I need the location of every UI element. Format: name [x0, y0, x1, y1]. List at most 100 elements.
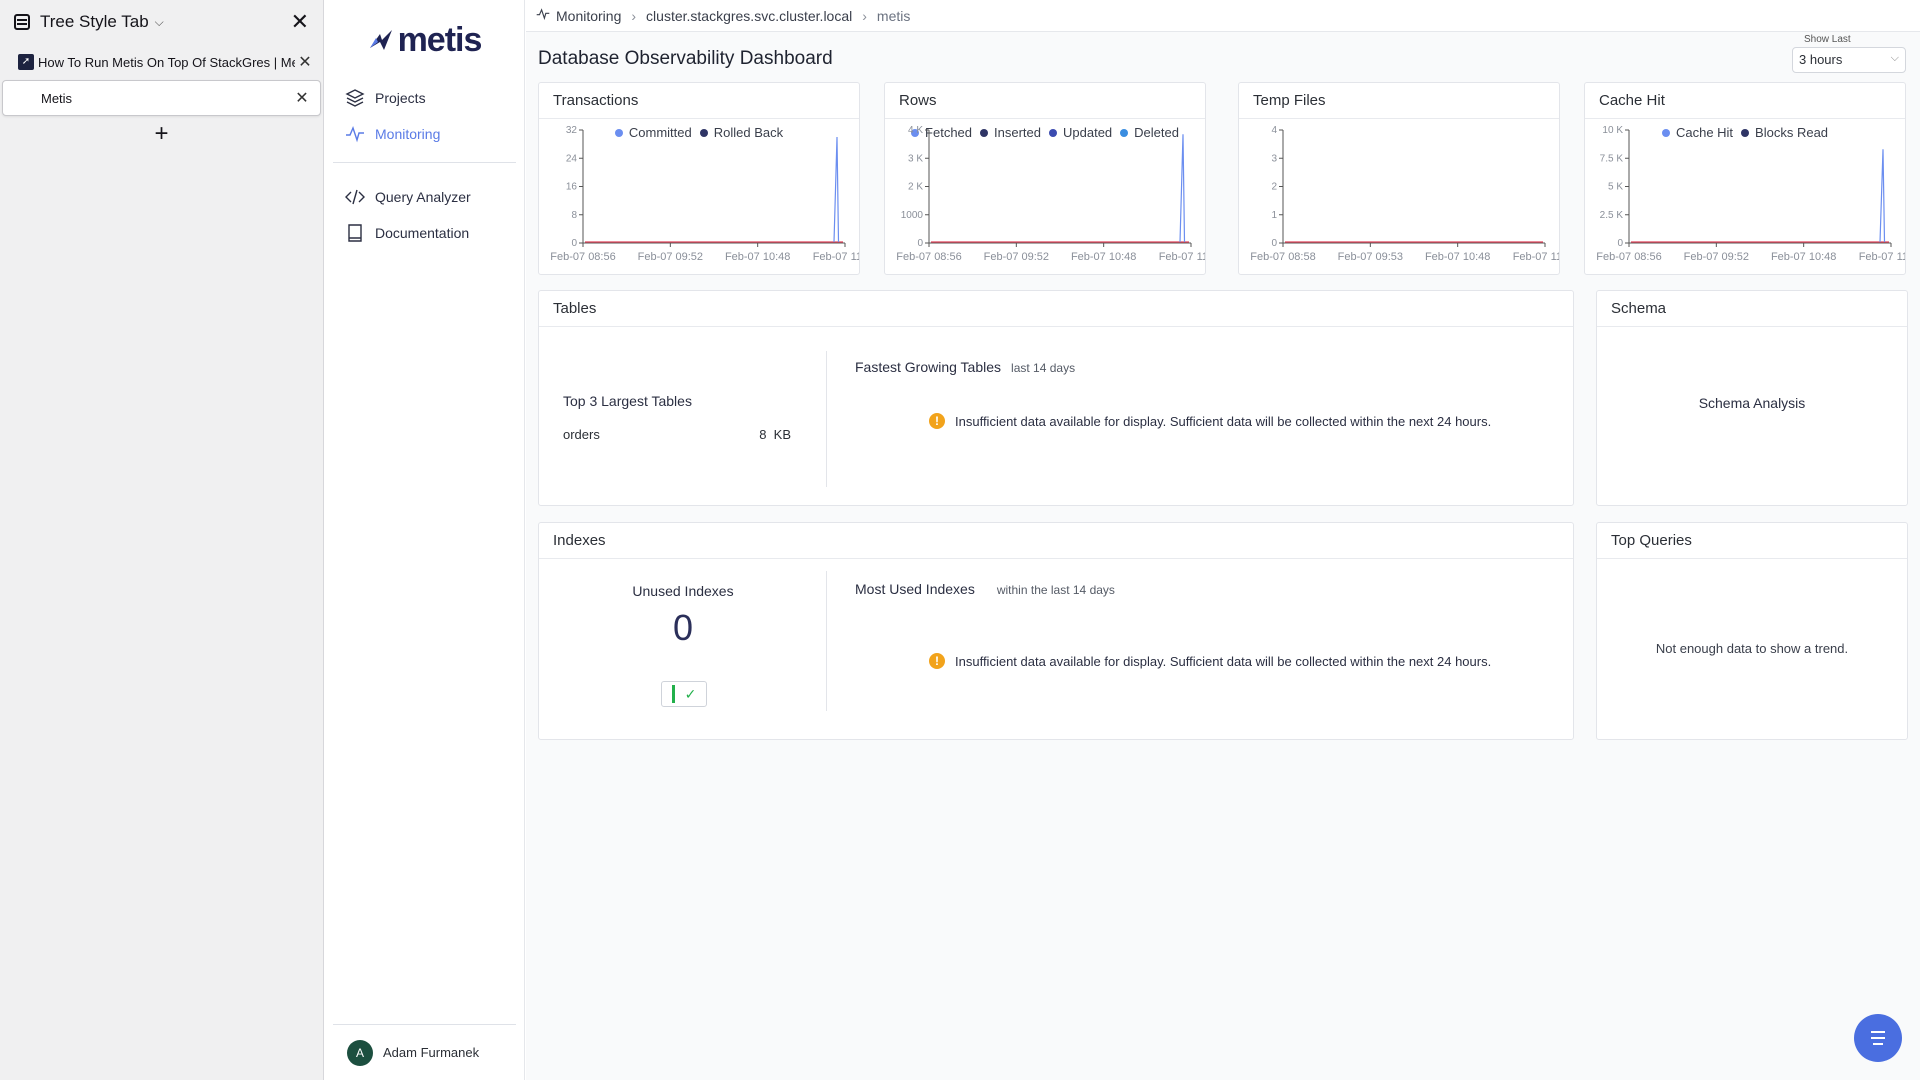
legend-item[interactable]: Blocks Read: [1741, 125, 1828, 140]
legend-item[interactable]: Cache Hit: [1661, 125, 1734, 140]
legend-label: Cache Hit: [1675, 125, 1734, 140]
legend-item[interactable]: Fetched: [911, 125, 972, 140]
chevron-down-icon: ⌵: [1890, 52, 1899, 64]
schema-analysis-link[interactable]: Schema Analysis: [1698, 395, 1806, 411]
divider: [826, 351, 827, 487]
chart-svg: 32 24 16 8 0 Feb-07 08:56 Feb-07 09:52 Feb-07 1…: [550, 125, 859, 263]
unused-indexes-title: Unused Indexes: [632, 583, 734, 599]
app-navigation: metis Projects Monitoring Query Analyzer…: [325, 0, 525, 1080]
tst-title: Tree Style Tab: [40, 12, 149, 31]
legend-item[interactable]: Updated: [1049, 125, 1112, 140]
legend-label: Inserted: [994, 125, 1041, 140]
y-tick-label: 24: [566, 153, 578, 164]
legend-item[interactable]: Deleted: [1120, 125, 1179, 140]
schema-card: Schema Schema Analysis: [1596, 290, 1908, 506]
x-tick-label: Feb-07 11:55: [1859, 251, 1905, 263]
close-tab-icon[interactable]: ✕: [298, 54, 312, 71]
chevron-down-icon[interactable]: ⌵: [154, 14, 164, 29]
x-tick-label: Feb-07 09:52: [1684, 251, 1749, 263]
breadcrumb-item-monitoring[interactable]: Monitoring: [556, 7, 622, 24]
growing-tables-header: Fastest Growing Tables last 14 days: [855, 359, 1075, 375]
x-tick-label: Feb-07 10:48: [1771, 251, 1836, 263]
table-name: orders: [563, 427, 600, 442]
nav-item-projects[interactable]: Projects: [325, 80, 524, 116]
y-tick-label: 3 K: [908, 153, 923, 164]
logo-text: metis: [397, 20, 483, 59]
tab-item-active[interactable]: Metis ✕: [2, 80, 321, 116]
y-tick-label: 16: [566, 182, 578, 193]
tst-header[interactable]: Tree Style Tab ⌵ ✕: [0, 0, 323, 44]
most-used-indexes-title: Most Used Indexes: [855, 581, 975, 597]
card-title: Transactions: [539, 83, 859, 119]
nav-item-monitoring[interactable]: Monitoring: [325, 116, 524, 152]
nav-item-query-analyzer[interactable]: Query Analyzer: [325, 179, 524, 215]
x-tick-label: Feb-07 09:53: [1338, 251, 1403, 263]
y-tick-label: 2: [1271, 182, 1277, 193]
breadcrumb: Monitoring › cluster.stackgres.svc.clust…: [526, 0, 1920, 32]
tables-card: Tables Top 3 Largest Tables orders 8 KB …: [538, 290, 1574, 506]
main-content: Monitoring › cluster.stackgres.svc.clust…: [526, 0, 1920, 1080]
chat-icon: [1871, 1031, 1885, 1045]
x-tick-label: Feb-07 11:55: [813, 251, 859, 263]
card-title: Cache Hit: [1585, 83, 1905, 119]
growing-tables-title: Fastest Growing Tables: [855, 359, 1002, 375]
chart-svg: 4 3 2 1 0 Feb-07 08:58 Feb-07 09:53 Feb-07 10:4…: [1250, 125, 1559, 263]
status-bar: [671, 685, 675, 703]
warning-text: Insufficient data available for display.…: [955, 653, 1492, 669]
y-tick-label: 1000: [901, 210, 924, 221]
sidebar-icon: [14, 14, 30, 30]
warning-text: Insufficient data available for display.…: [955, 413, 1492, 429]
y-tick-label: 2.5 K: [1600, 210, 1624, 221]
indexes-card: Indexes Unused Indexes 0 ✓ Most Used Ind…: [538, 522, 1574, 740]
chart-legend: Fetched Inserted Updated Deleted: [885, 125, 1205, 140]
page-title: Database Observability Dashboard: [538, 48, 833, 69]
legend-item[interactable]: Rolled Back: [699, 125, 783, 140]
close-tab-icon[interactable]: ✕: [295, 90, 309, 107]
y-tick-label: 0: [1271, 238, 1277, 249]
tab-label: How To Run Metis On Top Of StackGres | M…: [38, 54, 295, 70]
chevron-right-icon: ›: [862, 7, 867, 24]
metis-logo-icon: [369, 30, 392, 50]
show-last-dropdown[interactable]: Show Last 3 hours ⌵: [1792, 34, 1906, 73]
new-tab-button[interactable]: +: [154, 120, 169, 147]
card-title: Rows: [885, 83, 1205, 119]
chart-legend: Cache Hit Blocks Read: [1585, 125, 1905, 140]
legend-dot: [1661, 129, 1670, 137]
chart-legend: Committed Rolled Back: [539, 125, 859, 140]
card-title: Tables: [539, 291, 1573, 327]
x-tick-label: Feb-07 11:55: [1513, 251, 1559, 263]
y-tick-label: 10 K: [1602, 125, 1623, 136]
close-icon[interactable]: ✕: [290, 9, 309, 34]
y-tick-label: 5 K: [1608, 182, 1623, 193]
x-tick-label: Feb-07 08:56: [550, 251, 615, 263]
card-title: Top Queries: [1597, 523, 1907, 559]
legend-item[interactable]: Committed: [614, 125, 692, 140]
chart-svg: 4 K 3 K 2 K 1000 0 Feb-07 08:56 Feb-07 09:52 Fe…: [896, 125, 1205, 263]
largest-tables-title: Top 3 Largest Tables: [563, 393, 692, 409]
legend-label: Deleted: [1134, 125, 1179, 140]
x-tick-label: Feb-07 08:56: [896, 251, 961, 263]
user-profile[interactable]: A Adam Furmanek: [333, 1024, 516, 1080]
legend-item[interactable]: Inserted: [980, 125, 1041, 140]
breadcrumb-item-cluster[interactable]: cluster.stackgres.svc.cluster.local: [646, 7, 853, 24]
y-tick-label: 4: [1271, 125, 1277, 136]
chat-support-button[interactable]: [1854, 1014, 1902, 1062]
legend-dot: [911, 129, 920, 137]
show-last-select[interactable]: 3 hours ⌵: [1792, 47, 1906, 73]
tree-style-tab-sidebar: Tree Style Tab ⌵ ✕ ➚ How To Run Metis On…: [0, 0, 324, 1080]
legend-dot: [1120, 129, 1129, 137]
legend-dot: [614, 129, 623, 137]
x-tick-label: Feb-07 08:56: [1596, 251, 1661, 263]
warning-icon: !: [929, 413, 945, 429]
layers-icon: [345, 88, 365, 108]
nav-item-documentation[interactable]: Documentation: [325, 215, 524, 251]
most-used-indexes-header: Most Used Indexes within the last 14 day…: [855, 581, 1115, 597]
temp-files-card: Temp Files 4 3 2 1 0 Feb-07 08:58 Feb-07 09:53…: [1238, 82, 1560, 275]
check-badge: ✓: [661, 681, 707, 707]
tab-item[interactable]: ➚ How To Run Metis On Top Of StackGres |…: [0, 44, 323, 80]
nav-label: Monitoring: [375, 126, 441, 142]
breadcrumb-item-database: metis: [876, 7, 911, 24]
metis-logo[interactable]: metis: [325, 0, 524, 80]
card-title: Temp Files: [1239, 83, 1559, 119]
nav-divider: [333, 162, 516, 163]
